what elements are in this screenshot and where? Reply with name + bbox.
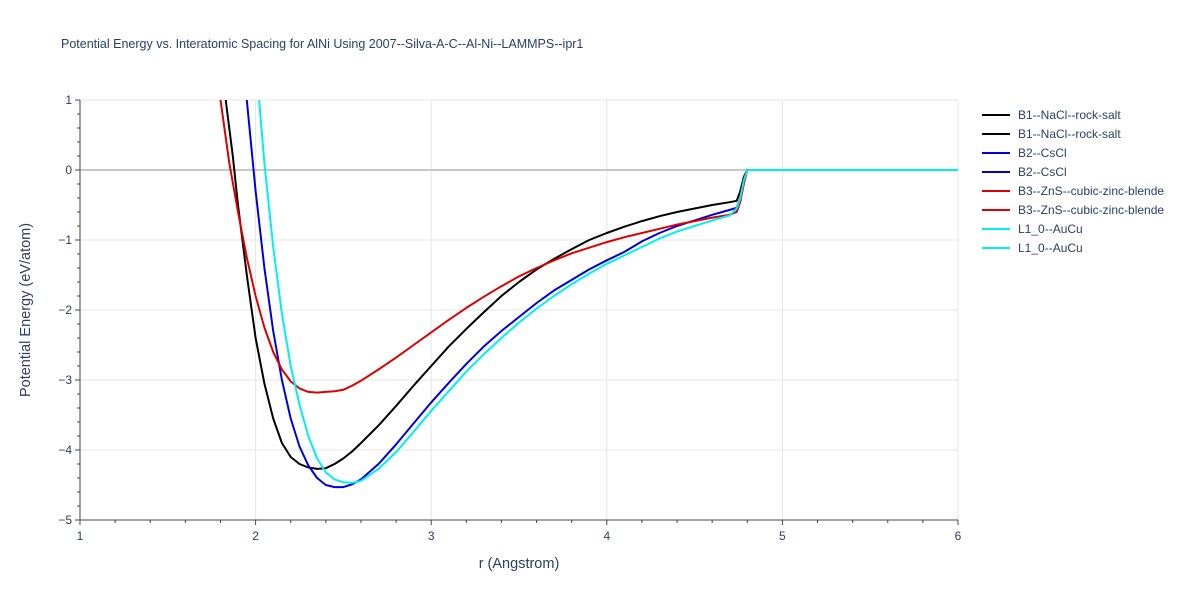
y-tick-label: −1 — [58, 233, 72, 247]
chart-title: Potential Energy vs. Interatomic Spacing… — [61, 37, 584, 51]
series-line-2[interactable] — [245, 100, 749, 489]
x-tick-label: 2 — [252, 529, 259, 543]
legend-swatch — [982, 151, 1010, 154]
legend-swatch — [982, 227, 1010, 230]
legend-item[interactable]: L1_0--AuCu — [980, 238, 1164, 257]
legend-label: B3--ZnS--cubic-zinc-blende — [1018, 202, 1165, 217]
series-layer — [219, 100, 958, 489]
legend-swatch — [982, 170, 1010, 173]
legend-swatch — [982, 113, 1010, 116]
legend-swatch — [982, 132, 1010, 135]
legend-label: B2--CsCl — [1018, 145, 1067, 160]
legend-item[interactable]: L1_0--AuCu — [980, 219, 1164, 238]
legend-label: B1--NaCl--rock-salt — [1018, 126, 1121, 141]
y-tick-label: 1 — [65, 93, 72, 107]
legend-item[interactable]: B3--ZnS--cubic-zinc-blende — [980, 200, 1164, 219]
x-tick-label: 6 — [955, 529, 962, 543]
y-tick-label: −2 — [58, 303, 72, 317]
series-line-0[interactable] — [224, 100, 749, 470]
legend-label: B1--NaCl--rock-salt — [1018, 107, 1121, 122]
legend-label: L1_0--AuCu — [1018, 240, 1083, 255]
legend[interactable]: B1--NaCl--rock-salt B1--NaCl--rock-salt B2… — [980, 105, 1164, 257]
series-line-6[interactable] — [258, 100, 749, 484]
x-tick-label: 3 — [428, 529, 435, 543]
legend-swatch — [982, 189, 1010, 192]
legend-item[interactable]: B2--CsCl — [980, 162, 1164, 181]
y-tick-label: −3 — [58, 373, 72, 387]
x-axis-label: r (Angstrom) — [479, 556, 560, 572]
x-tick-labels: 1 2 3 4 5 6 — [77, 529, 962, 543]
y-tick-label: −4 — [58, 443, 72, 457]
grid-lines — [80, 99, 959, 520]
series-line-4[interactable] — [219, 100, 749, 394]
legend-swatch — [982, 208, 1010, 211]
x-tick-label: 1 — [77, 529, 84, 543]
legend-item[interactable]: B1--NaCl--rock-salt — [980, 105, 1164, 124]
x-tick-label: 4 — [603, 529, 610, 543]
legend-item[interactable]: B1--NaCl--rock-salt — [980, 124, 1164, 143]
legend-item[interactable]: B2--CsCl — [980, 143, 1164, 162]
y-axis-label: Potential Energy (eV/atom) — [18, 223, 34, 397]
legend-label: B2--CsCl — [1018, 164, 1067, 179]
legend-item[interactable]: B3--ZnS--cubic-zinc-blende — [980, 181, 1164, 200]
y-tick-label: 0 — [65, 163, 72, 177]
y-tick-label: −5 — [58, 513, 72, 527]
legend-label: L1_0--AuCu — [1018, 221, 1083, 236]
legend-swatch — [982, 246, 1010, 249]
axes — [75, 99, 959, 525]
legend-label: B3--ZnS--cubic-zinc-blende — [1018, 183, 1165, 198]
y-tick-labels: 1 0 −1 −2 −3 −4 −5 — [58, 93, 72, 527]
x-tick-label: 5 — [779, 529, 786, 543]
